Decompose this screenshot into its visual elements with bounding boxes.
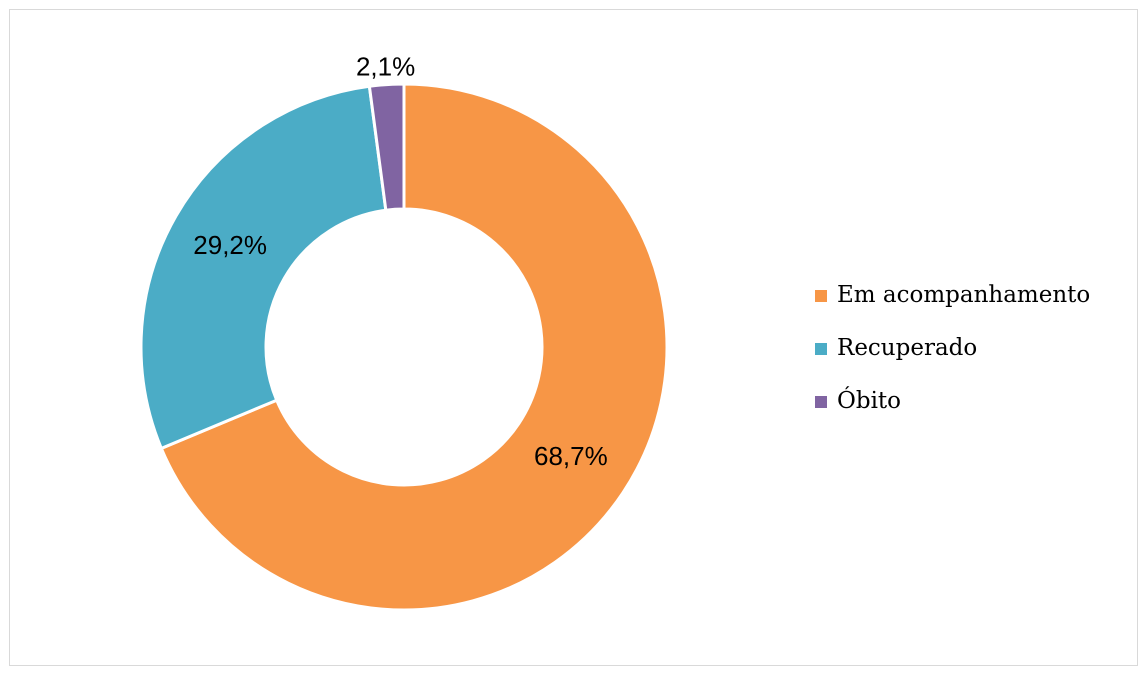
legend-label: Em acompanhamento: [837, 282, 1090, 308]
data-label: 29,2%: [193, 230, 267, 260]
legend-label: Recuperado: [837, 335, 977, 361]
data-label: 2,1%: [356, 51, 415, 81]
legend-swatch: [815, 396, 827, 408]
donut-slice: [139, 84, 388, 451]
legend-label: Óbito: [837, 387, 901, 414]
legend-swatch: [815, 290, 827, 302]
legend-swatch: [815, 343, 827, 355]
donut-slice: [159, 82, 669, 612]
data-label: 68,7%: [534, 441, 608, 471]
donut-slice: [367, 82, 406, 212]
